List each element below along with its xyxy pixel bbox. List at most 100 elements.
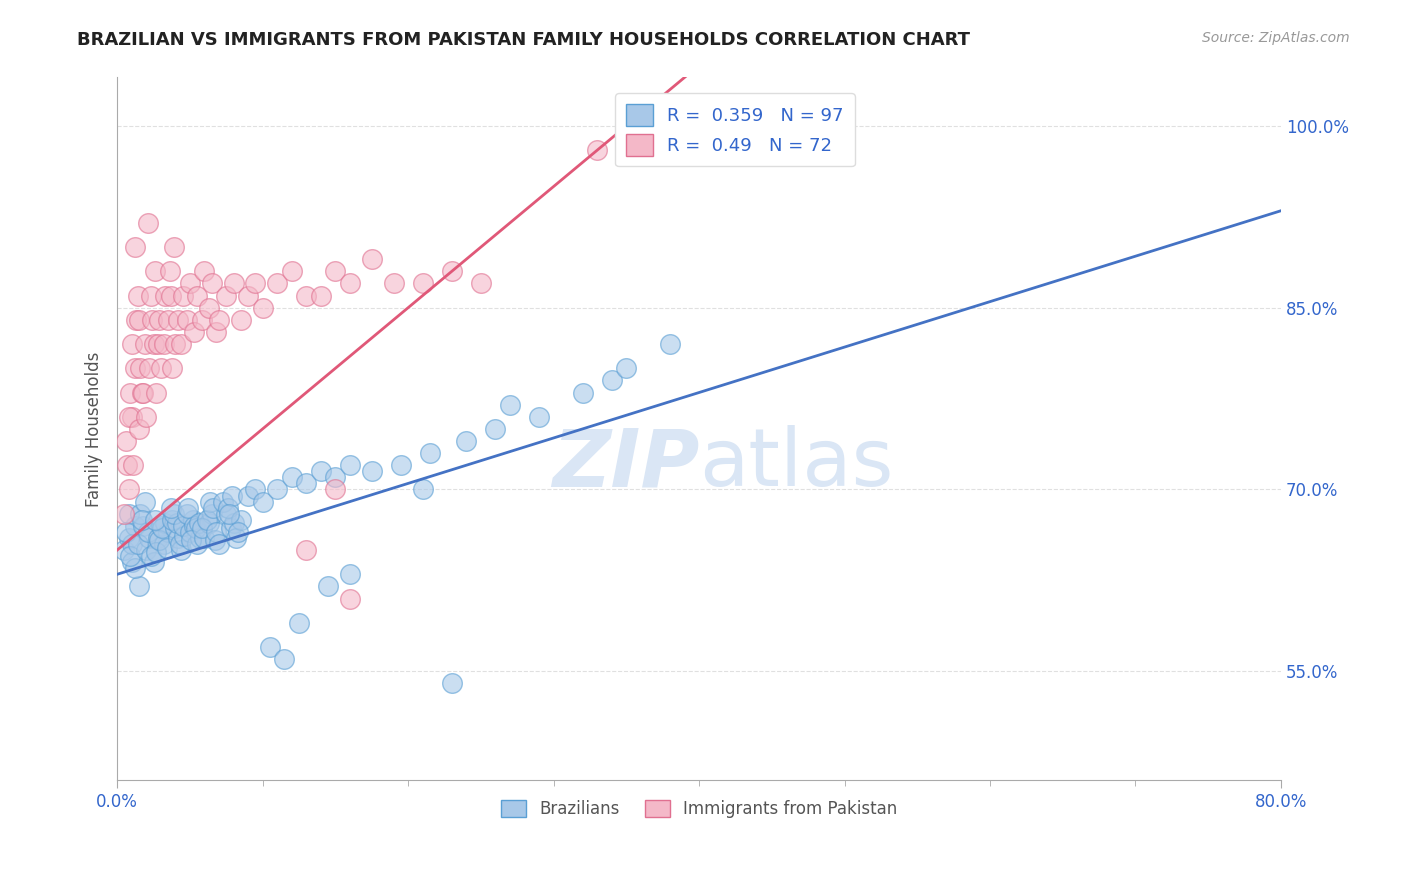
Point (118, 531, 141, 545)
Point (215, 288, 238, 302)
Point (204, 533, 226, 548)
Point (165, 337, 187, 351)
Point (184, 521, 207, 535)
Point (129, 507, 152, 521)
Point (187, 516, 209, 531)
Point (120, 549, 142, 563)
Point (121, 555, 143, 569)
Point (440, 264, 463, 278)
Point (215, 507, 238, 521)
Point (193, 264, 215, 278)
Point (135, 543, 157, 558)
Point (135, 409, 157, 424)
Point (142, 337, 165, 351)
Point (201, 507, 224, 521)
Point (245, 483, 267, 497)
Point (325, 264, 347, 278)
Point (118, 409, 141, 424)
Point (208, 313, 231, 327)
Point (309, 464, 332, 478)
Point (120, 385, 142, 400)
Point (600, 373, 623, 387)
Point (198, 301, 221, 315)
Point (132, 518, 155, 533)
Point (125, 313, 148, 327)
Point (198, 516, 221, 531)
Text: Source: ZipAtlas.com: Source: ZipAtlas.com (1202, 31, 1350, 45)
Point (325, 483, 347, 497)
Point (131, 513, 153, 527)
Point (252, 301, 274, 315)
Point (121, 409, 143, 424)
Text: BRAZILIAN VS IMMIGRANTS FROM PAKISTAN FAMILY HOUSEHOLDS CORRELATION CHART: BRAZILIAN VS IMMIGRANTS FROM PAKISTAN FA… (77, 31, 970, 49)
Point (288, 615, 311, 630)
Point (412, 277, 434, 291)
Point (138, 531, 160, 545)
Point (127, 288, 149, 302)
Point (222, 516, 245, 531)
Point (159, 264, 181, 278)
Point (163, 507, 186, 521)
Point (181, 513, 204, 527)
Point (245, 277, 267, 291)
Point (143, 264, 166, 278)
Point (219, 521, 242, 535)
Point (148, 313, 170, 327)
Point (200, 494, 222, 508)
Point (136, 216, 159, 230)
Point (160, 500, 183, 515)
Point (148, 533, 170, 548)
Point (295, 543, 318, 558)
Point (167, 313, 190, 327)
Point (221, 489, 243, 503)
Point (139, 288, 162, 302)
Point (195, 513, 218, 527)
Point (138, 361, 160, 376)
Point (499, 398, 522, 412)
Point (183, 518, 205, 533)
Point (218, 507, 240, 521)
Point (172, 518, 194, 533)
Point (360, 252, 382, 267)
Point (205, 524, 228, 539)
Point (188, 531, 211, 545)
Point (157, 524, 180, 539)
Point (165, 521, 187, 535)
Point (339, 458, 361, 473)
Point (456, 434, 478, 448)
Point (172, 288, 194, 302)
Point (149, 361, 172, 376)
Point (153, 516, 176, 531)
Point (142, 555, 165, 569)
Point (659, 337, 682, 351)
Legend: Brazilians, Immigrants from Pakistan: Brazilians, Immigrants from Pakistan (495, 793, 904, 825)
Point (146, 531, 169, 545)
Point (173, 528, 195, 542)
Point (217, 500, 239, 515)
Point (339, 591, 361, 606)
Point (212, 494, 235, 508)
Point (419, 446, 441, 460)
Point (179, 277, 201, 291)
Point (440, 676, 463, 690)
Point (127, 537, 149, 551)
Point (139, 549, 162, 563)
Point (129, 361, 152, 376)
Point (205, 325, 228, 339)
Point (152, 337, 174, 351)
Point (208, 537, 231, 551)
Point (124, 361, 146, 376)
Point (124, 561, 146, 575)
Point (114, 543, 136, 558)
Point (186, 288, 208, 302)
Point (281, 470, 304, 484)
Point (176, 507, 198, 521)
Point (382, 277, 405, 291)
Point (177, 500, 200, 515)
Point (202, 500, 225, 515)
Point (124, 518, 146, 533)
Point (167, 531, 190, 545)
Point (484, 422, 506, 436)
Point (169, 537, 191, 551)
Point (128, 579, 150, 593)
